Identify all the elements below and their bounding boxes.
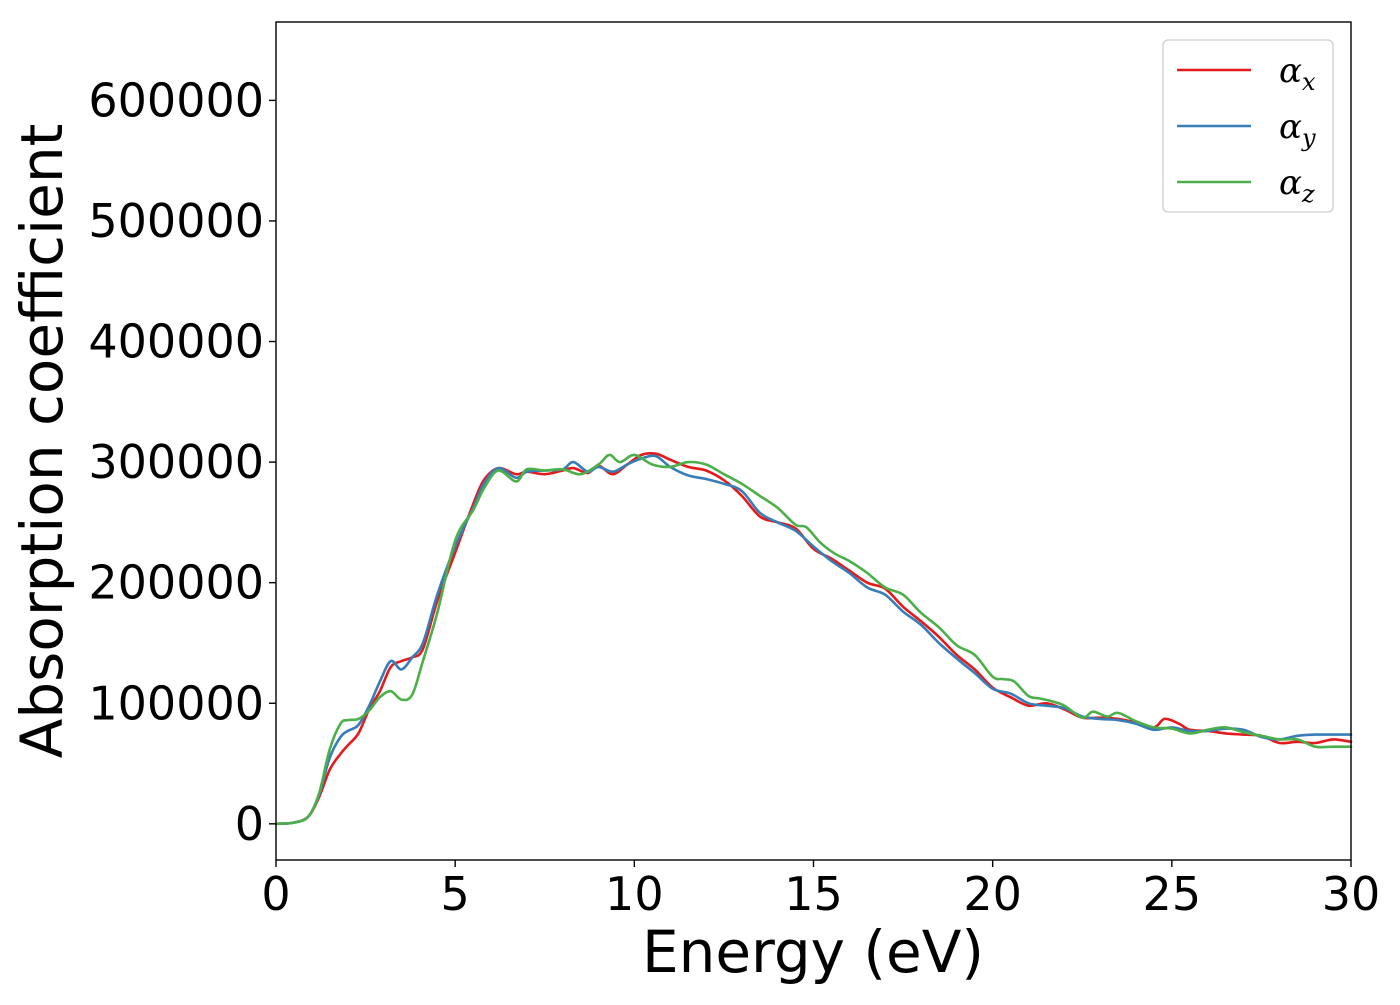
x-tick-label: 0 bbox=[261, 867, 290, 921]
y-tick-label: 400000 bbox=[88, 315, 264, 369]
legend: αx αy αz bbox=[1162, 39, 1334, 213]
legend-label-alpha-x: αx bbox=[1279, 51, 1316, 96]
y-axis-title: Absorption coefficient bbox=[8, 124, 76, 759]
x-tick-label: 10 bbox=[605, 867, 664, 921]
x-axis-ticks: 0 5 10 15 20 25 30 bbox=[261, 860, 1380, 921]
series-line-alpha-x bbox=[274, 451, 1353, 826]
y-tick-label: 0 bbox=[235, 797, 264, 851]
y-tick-label: 300000 bbox=[88, 435, 264, 489]
series-line-alpha-z bbox=[274, 453, 1353, 826]
x-tick-label: 5 bbox=[441, 867, 470, 921]
series-layer bbox=[274, 451, 1353, 826]
y-axis-ticks: 0 100000 200000 300000 400000 500000 600000 bbox=[88, 73, 276, 851]
y-tick-label: 100000 bbox=[88, 676, 264, 730]
series-line-alpha-y bbox=[274, 454, 1353, 826]
legend-label-alpha-y: αy bbox=[1279, 107, 1316, 152]
legend-label-alpha-z: αz bbox=[1279, 163, 1315, 208]
x-tick-label: 15 bbox=[784, 867, 843, 921]
y-tick-label: 600000 bbox=[88, 73, 264, 127]
x-tick-label: 30 bbox=[1322, 867, 1381, 921]
x-axis-title: Energy (eV) bbox=[642, 918, 984, 986]
x-tick-label: 20 bbox=[963, 867, 1022, 921]
y-tick-label: 200000 bbox=[88, 556, 264, 610]
x-tick-label: 25 bbox=[1143, 867, 1202, 921]
y-tick-label: 500000 bbox=[88, 194, 264, 248]
